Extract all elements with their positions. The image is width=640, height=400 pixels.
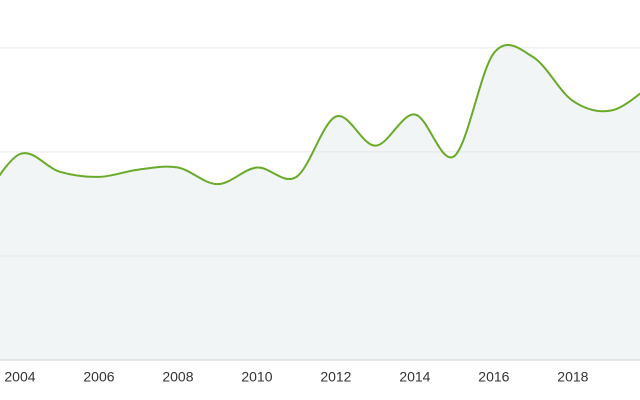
area <box>0 45 640 360</box>
x-tick-label: 2008 <box>162 369 193 385</box>
x-tick-label: 2014 <box>399 369 430 385</box>
x-tick-label: 2018 <box>557 369 588 385</box>
x-tick-label: 2006 <box>83 369 114 385</box>
line <box>0 44 640 186</box>
x-tick-label: 2016 <box>478 369 509 385</box>
x-tick-label: 2010 <box>241 369 272 385</box>
x-tick-label: 2012 <box>320 369 351 385</box>
x-tick-label: 2004 <box>4 369 35 385</box>
